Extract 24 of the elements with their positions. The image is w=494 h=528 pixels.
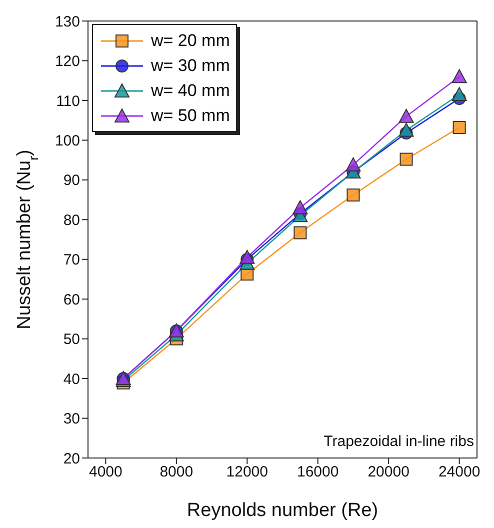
y-tick-label: 80 (63, 212, 80, 229)
legend-label: w= 30 mm (151, 56, 230, 76)
y-tick-label: 50 (63, 331, 80, 348)
y-tick-label: 70 (63, 252, 80, 269)
x-tick-label: 24000 (438, 464, 480, 481)
legend-label: w= 20 mm (151, 30, 230, 50)
y-tick-label: 20 (63, 450, 80, 468)
y-tick-label: 100 (54, 132, 80, 150)
legend-label: w= 50 mm (151, 106, 230, 126)
y-tick-label: 110 (56, 92, 80, 110)
y-tick-label: 30 (63, 410, 80, 428)
y-tick-label: 40 (63, 370, 80, 388)
legend-label: w= 40 mm (151, 80, 230, 100)
x-tick-label: 4000 (88, 464, 122, 481)
y-tick-label: 130 (54, 13, 80, 30)
y-tick-label: 120 (54, 53, 80, 70)
annotation: Trapezoidal in-line ribs (324, 433, 474, 450)
x-tick-label: 8000 (160, 464, 194, 481)
x-axis-title: Reynolds number (Re) (186, 500, 378, 521)
y-tick-label: 90 (63, 172, 80, 190)
x-tick-label: 16000 (297, 464, 339, 481)
y-tick-label: 60 (63, 291, 80, 308)
x-tick-label: 20000 (368, 464, 410, 481)
x-tick-label: 12000 (226, 464, 268, 481)
